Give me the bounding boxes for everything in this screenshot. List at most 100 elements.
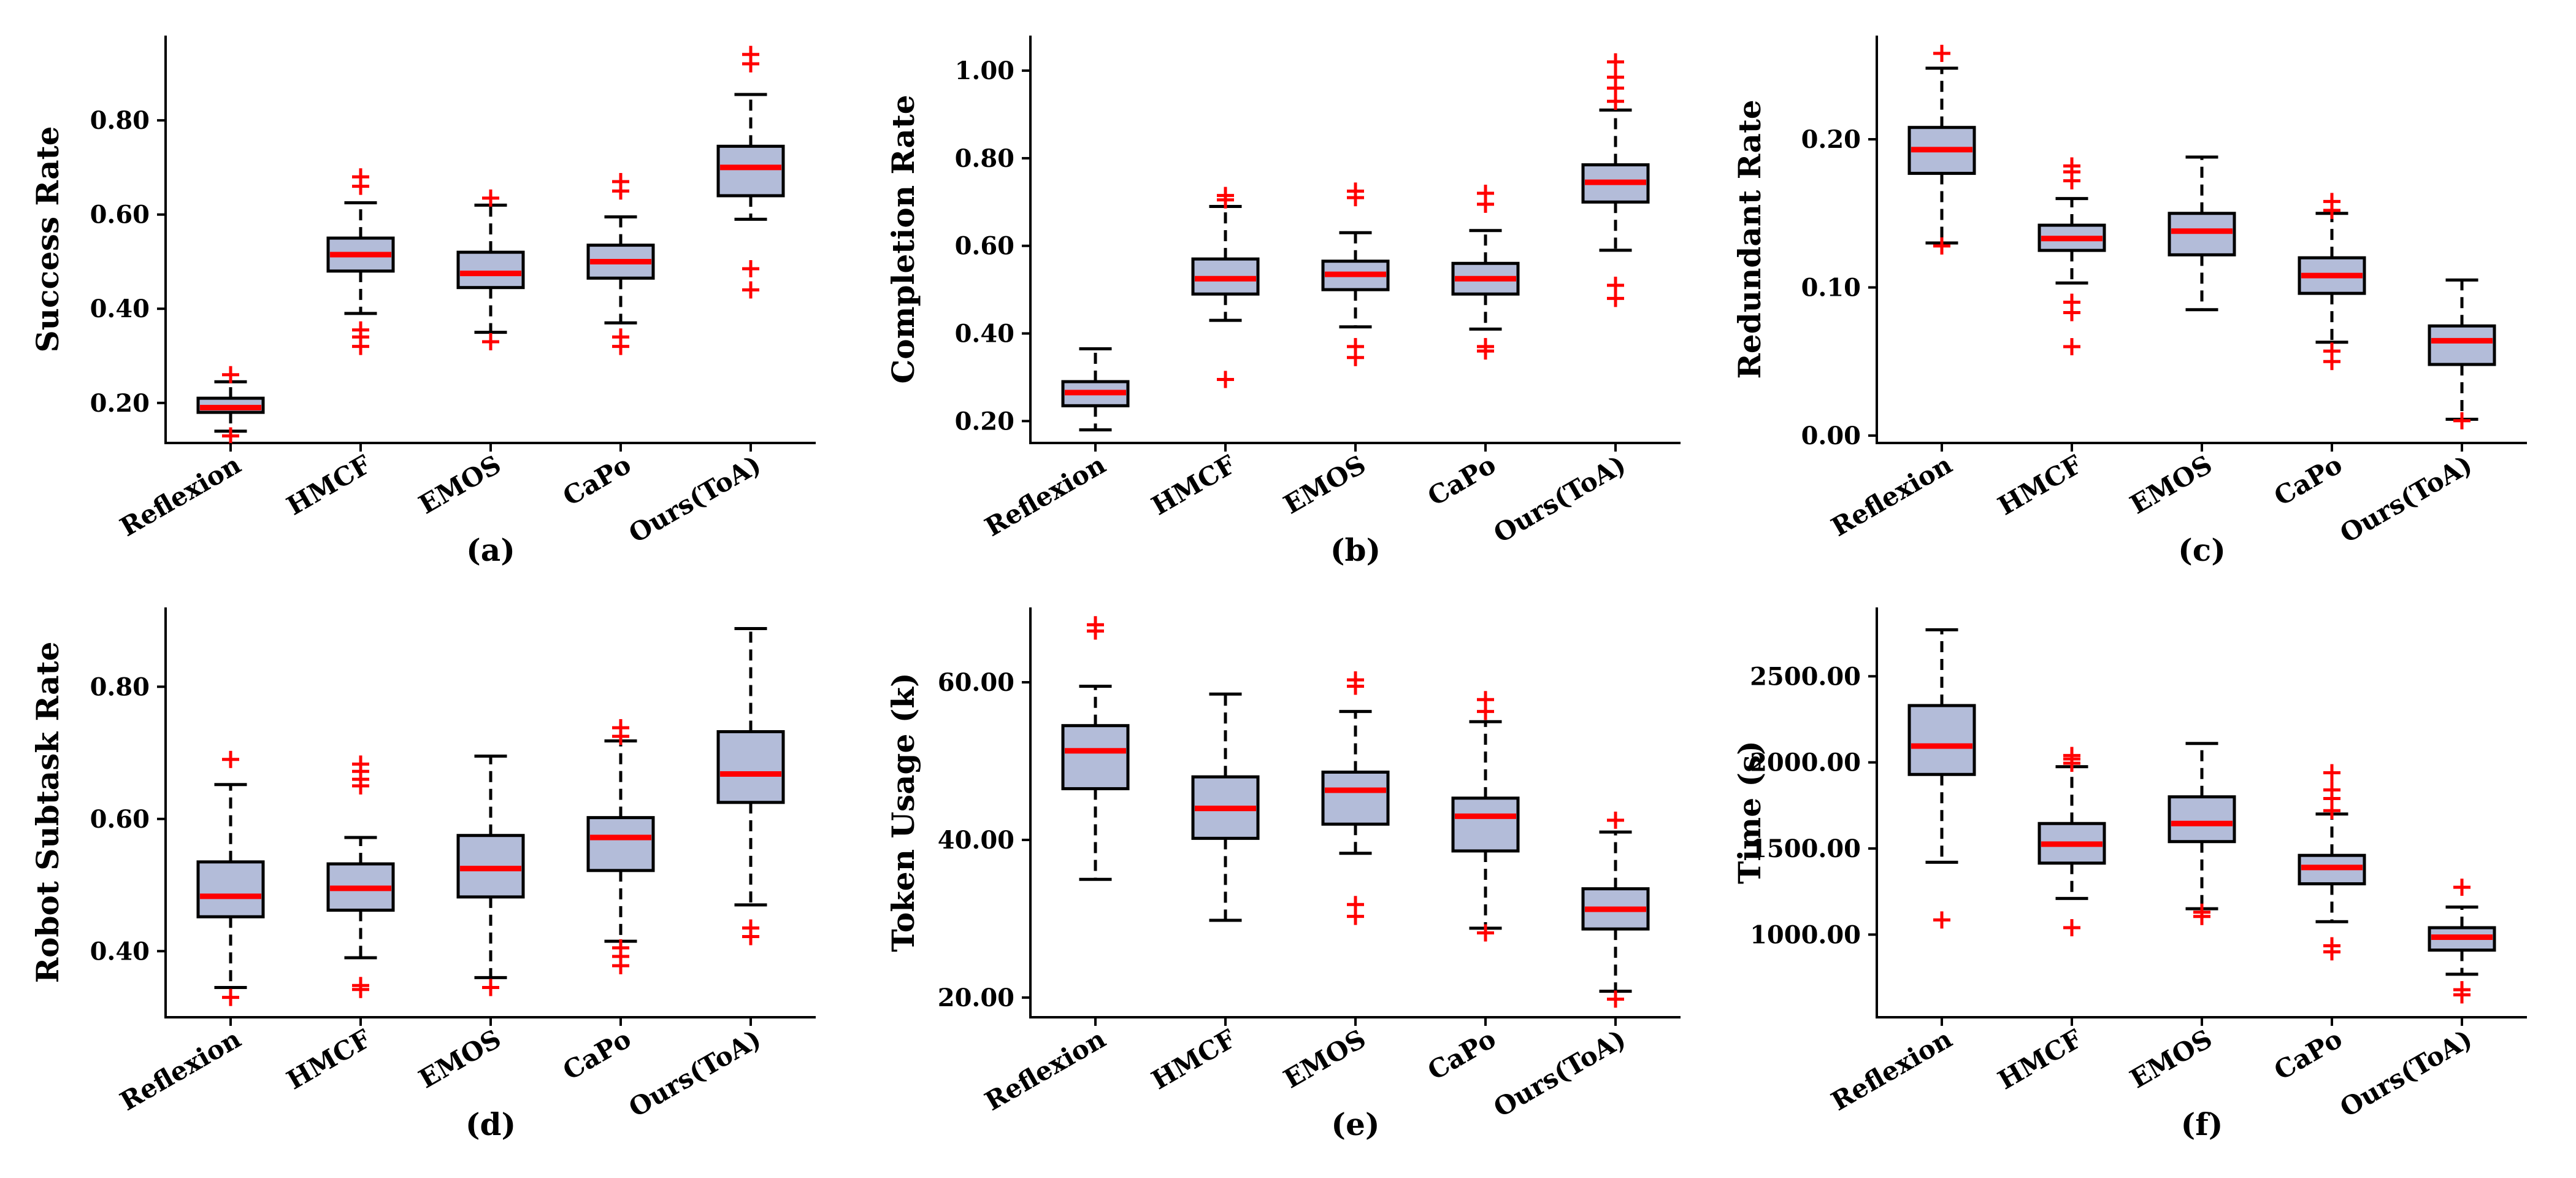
outlier-marker xyxy=(2063,919,2080,937)
outlier-marker xyxy=(2063,747,2080,764)
y-tick-label: 0.20 xyxy=(1801,125,1861,154)
y-tick-label: 2500.00 xyxy=(1750,662,1861,691)
y-tick-label: 0.10 xyxy=(1801,273,1861,302)
box-emos xyxy=(2168,742,2236,925)
y-tick-label: 0.80 xyxy=(955,144,1014,173)
outlier-marker xyxy=(2323,764,2340,782)
x-tick-label: Ours(ToA) xyxy=(624,1023,766,1123)
y-tick-label: 1.00 xyxy=(955,56,1014,85)
outlier-marker xyxy=(352,168,369,186)
box-hmcf xyxy=(326,755,395,998)
x-tick-label: CaPo xyxy=(558,449,636,512)
iqr-box xyxy=(2428,324,2496,366)
outlier-marker xyxy=(2323,937,2340,955)
iqr-box xyxy=(2168,795,2236,844)
box-emos xyxy=(1321,182,1390,366)
x-tick-label: EMOS xyxy=(414,449,506,520)
y-tick-label: 0.40 xyxy=(955,320,1014,348)
x-tick-label: Reflexion xyxy=(1826,449,1957,542)
y-tick-label: 0.80 xyxy=(90,672,150,701)
y-tick-label: 40.00 xyxy=(938,826,1014,855)
iqr-box xyxy=(586,816,655,872)
y-tick-label: 0.20 xyxy=(955,407,1014,436)
y-tick-label: 0.60 xyxy=(90,201,150,229)
iqr-box xyxy=(716,730,785,804)
x-tick-label: CaPo xyxy=(1422,449,1501,512)
x-tick-label: CaPo xyxy=(2269,449,2347,512)
outlier-marker xyxy=(222,366,239,383)
y-axis-label: Completion Rate xyxy=(885,94,921,383)
iqr-box xyxy=(716,144,785,198)
outlier-marker xyxy=(352,321,369,339)
outlier-marker xyxy=(1347,337,1364,355)
y-tick-label: 1000.00 xyxy=(1750,920,1861,949)
box-capo xyxy=(2298,764,2366,961)
outlier-marker xyxy=(2453,981,2471,999)
y-tick-label: 0.20 xyxy=(90,389,150,418)
outlier-marker xyxy=(352,755,369,773)
x-tick-label: Ours(ToA) xyxy=(1489,1023,1631,1123)
box-reflexion xyxy=(1061,347,1130,432)
outlier-marker xyxy=(612,172,629,190)
outlier-marker xyxy=(1607,811,1624,829)
outlier-marker xyxy=(1477,337,1494,355)
y-axis-label: Success Rate xyxy=(29,126,66,353)
outlier-marker xyxy=(1607,68,1624,86)
x-tick-label: HMCF xyxy=(1146,1023,1241,1095)
x-tick-label: CaPo xyxy=(1422,1023,1501,1086)
box-hmcf xyxy=(2037,747,2106,937)
box-reflexion xyxy=(196,750,265,1006)
y-tick-label: 0.80 xyxy=(90,106,150,135)
x-tick-label: Reflexion xyxy=(979,1023,1111,1117)
outlier-marker xyxy=(1607,990,1624,1008)
x-tick-label: CaPo xyxy=(558,1023,636,1086)
outlier-marker xyxy=(1933,911,1950,929)
box-emos xyxy=(1321,671,1390,925)
iqr-box xyxy=(456,250,525,290)
outlier-marker xyxy=(742,281,759,299)
box-ours-toa- xyxy=(1581,53,1650,307)
box-emos xyxy=(456,754,525,996)
outlier-marker xyxy=(2323,193,2340,210)
panel-label: (f) xyxy=(2181,1106,2223,1142)
y-axis-label: Time (s) xyxy=(1731,741,1768,884)
x-tick-label: EMOS xyxy=(2125,449,2217,520)
box-ours-toa- xyxy=(716,45,785,299)
y-tick-label: 2000.00 xyxy=(1750,749,1861,777)
box-capo xyxy=(1451,691,1520,942)
iqr-box xyxy=(196,860,265,918)
y-tick-label: 0.00 xyxy=(1801,422,1861,450)
box-capo xyxy=(586,719,655,974)
outlier-marker xyxy=(1217,187,1234,204)
panel-f: 1000.00 1500.00 2000.00 2500.00 Time (s) Refl… xyxy=(1731,607,2527,1142)
outlier-marker xyxy=(352,977,369,995)
box-hmcf xyxy=(1191,187,1260,388)
x-tick-label: EMOS xyxy=(2125,1023,2217,1094)
iqr-box xyxy=(1061,724,1130,790)
box-reflexion xyxy=(1907,628,1976,929)
iqr-box xyxy=(1451,796,1520,853)
outlier-marker xyxy=(2323,781,2340,799)
outlier-marker xyxy=(1607,53,1624,71)
panel-label: (b) xyxy=(1330,532,1381,568)
outlier-marker xyxy=(742,45,759,63)
outlier-marker xyxy=(2453,412,2471,429)
outlier-marker xyxy=(482,979,499,996)
panel-label: (a) xyxy=(466,532,515,568)
x-tick-label: EMOS xyxy=(414,1023,506,1094)
iqr-box xyxy=(2168,212,2236,256)
x-tick-label: EMOS xyxy=(1279,449,1371,520)
y-tick-label: 60.00 xyxy=(938,668,1014,697)
outlier-marker xyxy=(1933,44,1950,62)
box-emos xyxy=(2168,155,2236,312)
x-tick-label: Ours(ToA) xyxy=(2335,449,2477,549)
panel-a: 0.20 0.40 0.60 0.80 Success Rate Reflexion HMC… xyxy=(29,36,816,568)
x-tick-label: Reflexion xyxy=(115,449,246,542)
outlier-marker xyxy=(1607,276,1624,294)
y-tick-label: 20.00 xyxy=(938,984,1014,1012)
y-axis-label: Robot Subtask Rate xyxy=(29,642,66,984)
outlier-marker xyxy=(742,260,759,277)
box-capo xyxy=(1451,185,1520,360)
iqr-box xyxy=(1907,704,1976,776)
